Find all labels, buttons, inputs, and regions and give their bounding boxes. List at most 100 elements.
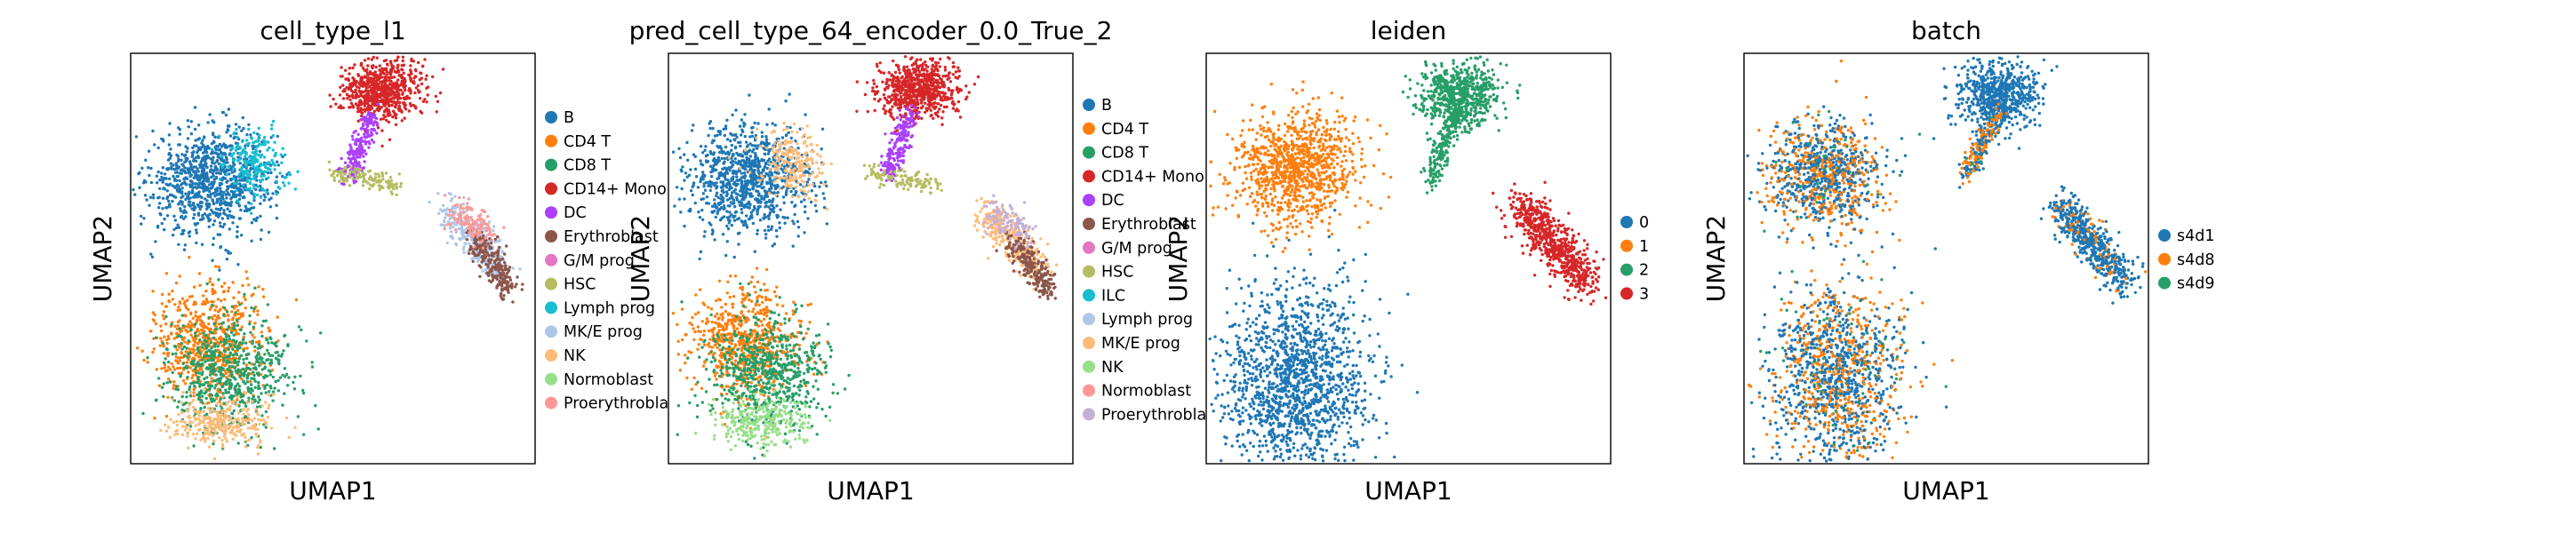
- scatter-point-nk: [191, 398, 196, 402]
- scatter-point-b: [201, 151, 205, 155]
- scatter-point-nk: [216, 412, 220, 416]
- scatter-point-b: [187, 203, 191, 207]
- scatter-point-proerythroblast: [461, 207, 465, 211]
- scatter-point-cd14-mono: [363, 68, 366, 72]
- scatter-point-b: [149, 252, 153, 256]
- scatter-point-cd14-mono: [425, 100, 428, 104]
- scatter-point-erythroblast: [491, 273, 494, 277]
- scatter-point-cd8-t: [235, 353, 239, 357]
- scatter-point-cd8-t: [236, 368, 240, 371]
- scatter-point-lymph-prog: [254, 149, 258, 153]
- scatter-point-b: [176, 223, 180, 227]
- scatter-point-cd14-mono: [350, 82, 354, 86]
- scatter-point-lymph-prog: [271, 119, 276, 123]
- scatter-point-proerythroblast: [485, 227, 489, 230]
- scatter-point-hsc: [344, 167, 348, 171]
- scatter-point-cd8-t: [242, 380, 245, 384]
- scatter-point-b: [185, 150, 188, 154]
- scatter-point-cd8-t: [293, 375, 297, 378]
- scatter-point-cd4-t: [216, 359, 220, 363]
- scatter-point-b: [778, 226, 781, 230]
- scatter-point-b: [725, 210, 729, 213]
- scatter-point-cd8-t: [212, 322, 216, 325]
- scatter-point-mke-prog: [448, 227, 452, 230]
- scatter-point-b: [179, 215, 183, 219]
- scatter-point-cd8-t: [210, 304, 214, 307]
- scatter-point-nk: [180, 410, 184, 415]
- scatter-point-nk: [187, 407, 190, 410]
- scatter-point-cd8-t: [276, 360, 281, 364]
- scatter-point-cd14-mono: [403, 86, 406, 90]
- scatter-point-cd14-mono: [372, 109, 376, 114]
- scatter-point-b: [158, 178, 162, 182]
- scatter-point-cd14-mono: [370, 58, 374, 61]
- scatter-point-lymph-prog: [265, 190, 268, 194]
- scatter-point-cd8-t: [218, 381, 221, 385]
- scatter-point-cd14-mono: [364, 100, 367, 104]
- scatter-point-cd14-mono: [363, 104, 367, 107]
- scatter-point-cd8-t: [212, 354, 216, 359]
- scatter-point-nk: [215, 418, 220, 423]
- scatter-point-b: [724, 190, 729, 194]
- scatter-point-b: [180, 191, 184, 195]
- scatter-point-mke-prog: [449, 192, 452, 196]
- scatter-point-nk: [252, 417, 257, 420]
- scatter-point-proerythroblast: [452, 216, 456, 220]
- scatter-point-erythroblast: [503, 287, 508, 290]
- scatter-point-erythroblast: [521, 282, 524, 286]
- scatter-point-b: [703, 148, 707, 152]
- scatter-point-cd4-t: [256, 313, 260, 316]
- scatter-point-cd8-t: [200, 358, 204, 362]
- scatter-point-cd8-t: [227, 354, 231, 358]
- scatter-point-cd14-mono: [413, 75, 417, 78]
- scatter-point-b: [247, 207, 252, 211]
- scatter-point-nk: [253, 427, 257, 431]
- scatter-point-dc: [372, 140, 376, 144]
- scatter-point-cd8-t: [242, 367, 245, 371]
- scatter-point-b: [767, 217, 771, 220]
- scatter-point-lymph-prog: [244, 187, 249, 191]
- scatter-point-b: [763, 228, 767, 233]
- scatter-point-mke-prog: [444, 213, 448, 217]
- scatter-point-b: [188, 174, 192, 179]
- scatter-point-b: [187, 231, 191, 235]
- scatter-point-cd8-t: [253, 399, 257, 402]
- scatter-point-b: [814, 194, 818, 197]
- scatter-point-lymph-prog: [273, 168, 276, 171]
- scatter-point-dc: [361, 151, 365, 155]
- scatter-point-cd4-t: [212, 314, 217, 317]
- scatter-point-cd4-t: [202, 294, 205, 298]
- scatter-point-b: [198, 204, 202, 208]
- scatter-point-cd14-mono: [424, 77, 428, 81]
- scatter-point-cd4-t: [183, 314, 187, 317]
- scatter-point-b: [212, 236, 216, 240]
- scatter-point-cd8-t: [242, 362, 245, 365]
- scatter-point-erythroblast: [495, 259, 499, 262]
- scatter-point-b: [739, 189, 742, 193]
- scatter-point-lymph-prog: [253, 167, 258, 171]
- scatter-point-cd8-t: [188, 394, 193, 398]
- scatter-point-dc: [343, 161, 348, 164]
- scatter-point-b: [738, 124, 742, 128]
- scatter-point-cd4-t: [165, 369, 169, 372]
- scatter-point-nk: [212, 457, 217, 461]
- scatter-point-dc: [367, 111, 371, 115]
- scatter-point-cd8-t: [242, 357, 245, 362]
- scatter-point-cd14-mono: [366, 57, 371, 60]
- scatter-point-proerythroblast: [458, 213, 461, 217]
- scatter-point-nk: [254, 432, 258, 436]
- scatter-point-proerythroblast: [502, 226, 506, 229]
- scatter-point-erythroblast: [500, 296, 504, 300]
- scatter-point-hsc: [348, 184, 352, 187]
- scatter-point-cd4-t: [161, 314, 164, 317]
- scatter-point-dc: [375, 131, 379, 135]
- scatter-point-hsc: [369, 175, 372, 179]
- scatter-point-cd4-t: [152, 347, 156, 351]
- scatter-point-erythroblast: [497, 245, 501, 250]
- scatter-point-cd8-t: [274, 379, 277, 384]
- scatter-point-lymph-prog: [254, 153, 258, 156]
- scatter-point-cd8-t: [185, 395, 188, 399]
- scatter-point-cd4-t: [213, 330, 218, 335]
- scatter-point-b: [234, 123, 238, 126]
